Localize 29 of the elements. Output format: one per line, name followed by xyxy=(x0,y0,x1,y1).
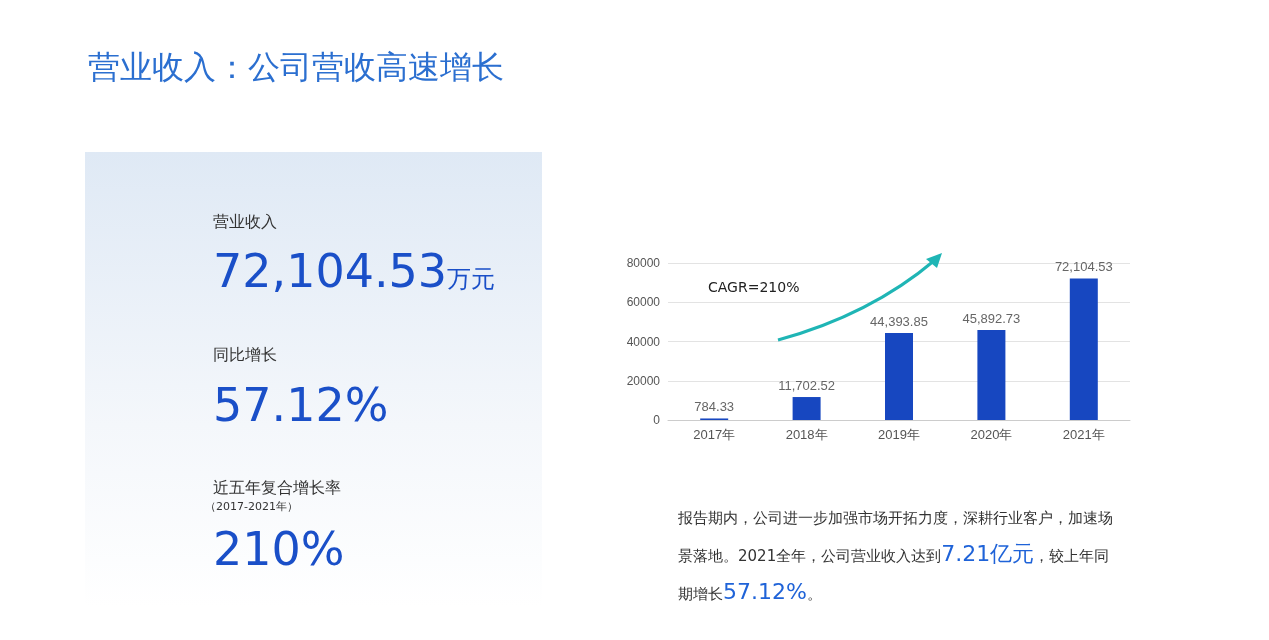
text: 57.12% xyxy=(213,378,389,432)
text: 同比增长 xyxy=(213,345,277,366)
text: 营业收入 xyxy=(213,212,277,233)
text: 营业收入：公司营收高速增长 xyxy=(88,47,504,88)
y-tick-label: 40000 xyxy=(626,334,661,349)
y-tick-label: 60000 xyxy=(626,295,661,310)
text: （2017-2021年） xyxy=(205,499,298,514)
bar xyxy=(792,397,821,420)
x-tick-label: 2021年 xyxy=(1062,427,1105,442)
y-tick-label: 0 xyxy=(653,413,661,427)
x-tick-label: 2020年 xyxy=(970,427,1013,442)
data-label: 44,393.85 xyxy=(870,313,928,329)
x-tick-label: 2019年 xyxy=(878,427,920,442)
y-tick-label: 20000 xyxy=(626,373,661,388)
text: 报告期内，公司进一步加强市场开拓力度，深耕行业客户，加速场景落地。2021全年，公司营业收入达到7.21亿元，较上年同期增长57.12%。 xyxy=(678,509,1113,604)
data-label: 72,104.53 xyxy=(1054,259,1113,275)
x-tick-label: 2017年 xyxy=(693,427,736,442)
annotation: CAGR=210% xyxy=(708,279,800,295)
text: 72,104.53万元 xyxy=(213,244,496,298)
x-tick-label: 2018年 xyxy=(785,427,828,442)
bar xyxy=(977,329,1006,420)
data-label: 45,892.73 xyxy=(962,310,1021,326)
y-tick-label: 80000 xyxy=(626,256,661,270)
text: 210% xyxy=(213,522,345,576)
bar xyxy=(885,332,913,420)
data-label: 784.33 xyxy=(694,399,735,415)
text: 近五年复合增长率 xyxy=(213,478,341,499)
data-label: 11,702.52 xyxy=(778,378,836,394)
bar xyxy=(1069,278,1098,420)
